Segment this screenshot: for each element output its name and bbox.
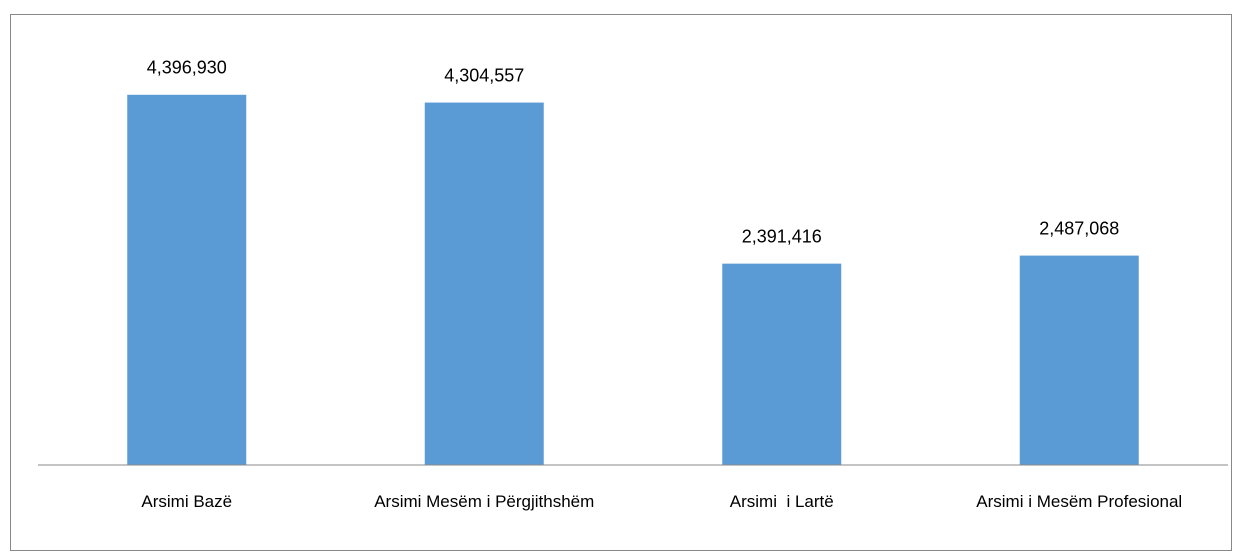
bar bbox=[1019, 255, 1139, 465]
x-tick-label: Arsimi i Mesëm Profesional bbox=[976, 492, 1183, 511]
x-tick-label: Arsimi Mesëm i Përgjithshëm bbox=[374, 492, 595, 511]
data-label: 4,396,930 bbox=[147, 58, 227, 78]
data-label: 2,391,416 bbox=[742, 226, 822, 246]
x-tick-label: Arsimi Bazë bbox=[141, 492, 233, 511]
x-tick-label: Arsimi i Lartë bbox=[729, 492, 834, 511]
bar bbox=[722, 263, 842, 465]
data-label: 4,304,557 bbox=[444, 65, 524, 85]
bar bbox=[424, 102, 544, 465]
bar bbox=[127, 94, 247, 465]
data-label: 2,487,068 bbox=[1039, 218, 1119, 238]
